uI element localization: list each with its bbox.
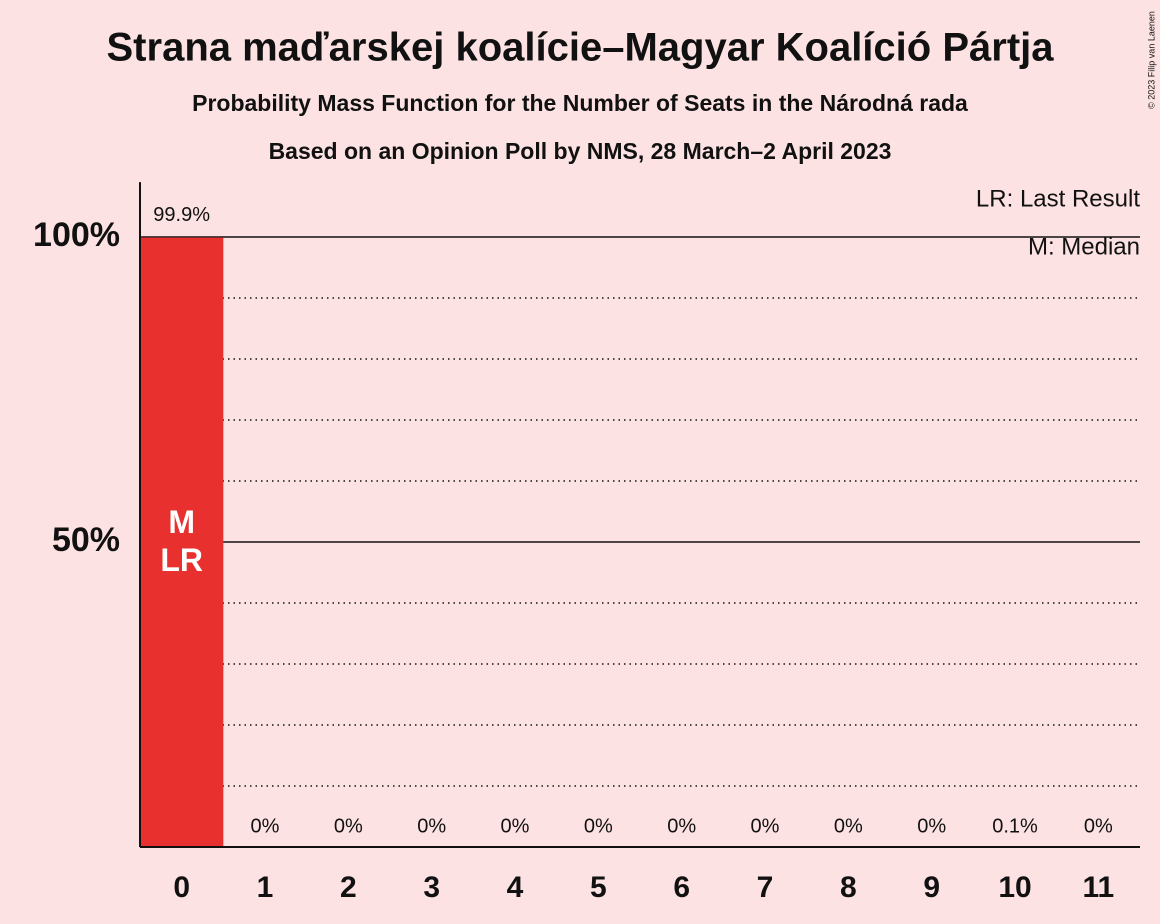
value-label: 0% — [501, 815, 530, 837]
x-tick-label: 10 — [998, 871, 1031, 904]
legend-entry: LR: Last Result — [976, 185, 1140, 212]
value-label: 0% — [251, 815, 280, 837]
chart-subtitle: Based on an Opinion Poll by NMS, 28 Marc… — [269, 138, 892, 164]
value-label: 0% — [834, 815, 863, 837]
x-tick-label: 6 — [673, 871, 690, 904]
x-tick-label: 7 — [757, 871, 774, 904]
value-label: 0% — [917, 815, 946, 837]
x-tick-label: 8 — [840, 871, 857, 904]
value-label: 0% — [417, 815, 446, 837]
bar-annotation: LR — [160, 542, 203, 578]
x-tick-label: 0 — [173, 871, 190, 904]
value-label: 0% — [1084, 815, 1113, 837]
value-label: 0.1% — [992, 815, 1038, 837]
value-label: 0% — [584, 815, 613, 837]
copyright: © 2023 Filip van Laenen — [1146, 11, 1156, 109]
bar — [140, 237, 224, 848]
x-tick-label: 11 — [1082, 871, 1114, 904]
x-tick-label: 2 — [340, 871, 357, 904]
chart-title: Strana maďarskej koalície–Magyar Koalíci… — [107, 26, 1055, 70]
value-label: 99.9% — [153, 204, 210, 226]
x-tick-label: 3 — [423, 871, 440, 904]
value-label: 0% — [751, 815, 780, 837]
bar-annotation: M — [168, 504, 195, 540]
y-tick-label: 50% — [52, 521, 120, 559]
value-label: 0% — [334, 815, 363, 837]
x-tick-label: 4 — [507, 871, 524, 904]
chart-subtitle: Probability Mass Function for the Number… — [192, 90, 968, 116]
legend-entry: M: Median — [1028, 233, 1140, 260]
y-tick-label: 100% — [33, 216, 120, 254]
x-tick-label: 1 — [257, 871, 274, 904]
x-tick-label: 5 — [590, 871, 607, 904]
value-label: 0% — [667, 815, 696, 837]
x-tick-label: 9 — [923, 871, 940, 904]
